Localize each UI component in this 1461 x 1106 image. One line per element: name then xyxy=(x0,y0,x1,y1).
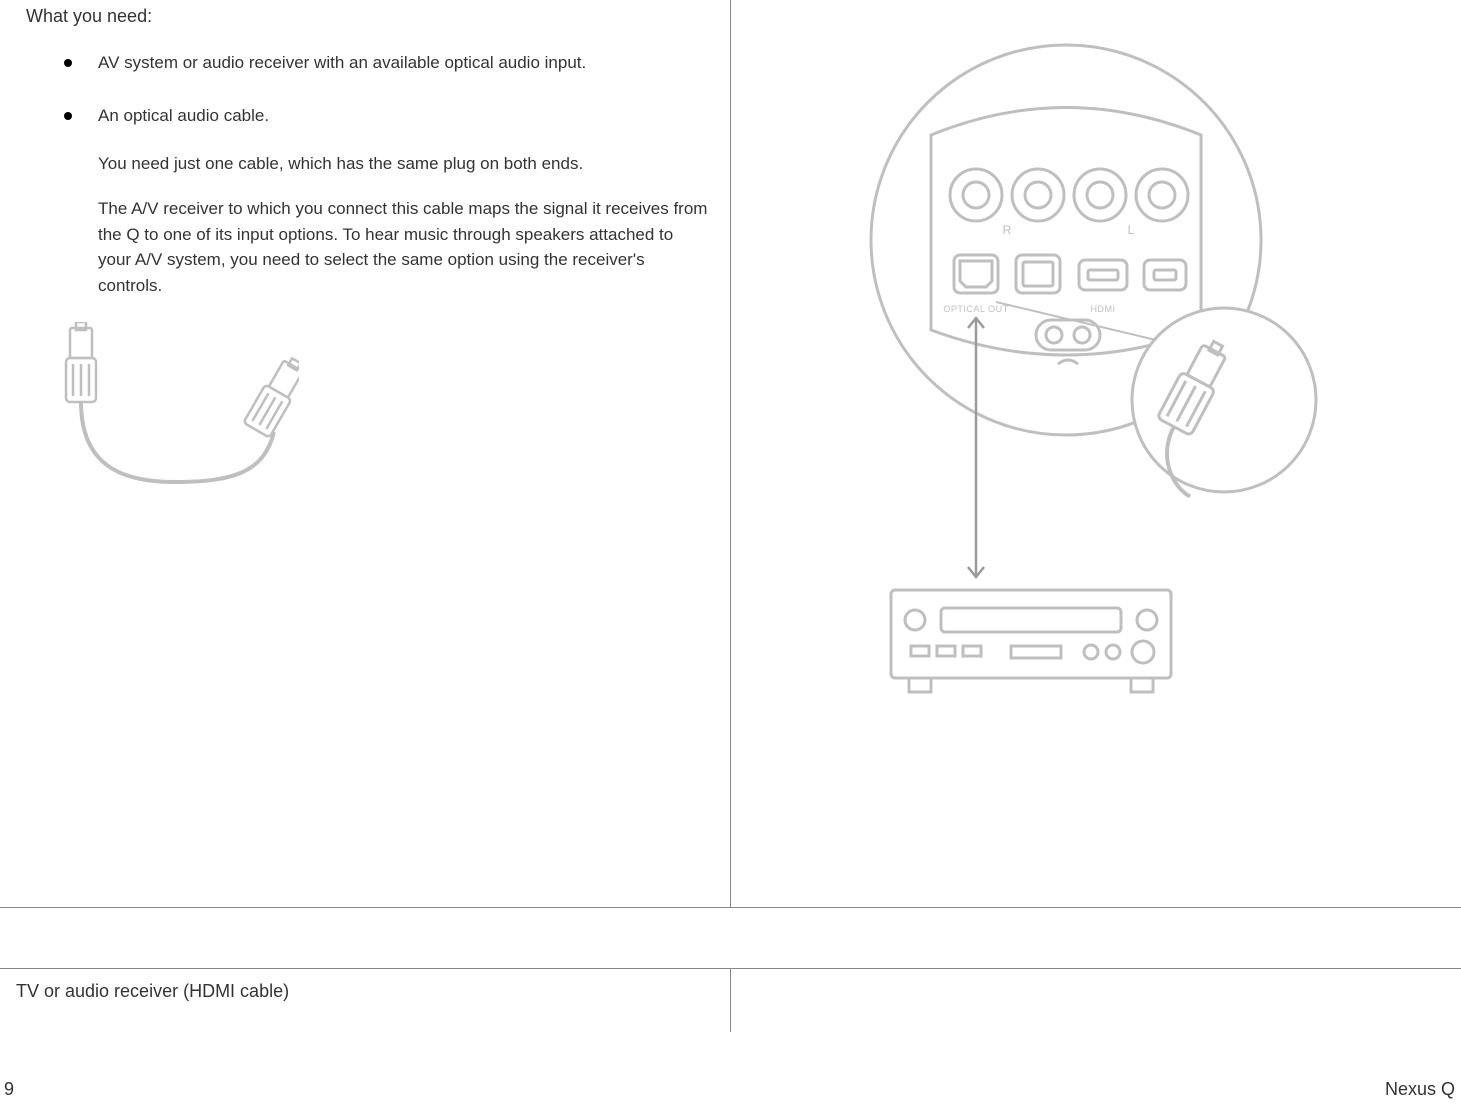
svg-text:HDMI: HDMI xyxy=(1090,304,1115,314)
svg-text:OPTICAL OUT: OPTICAL OUT xyxy=(943,304,1008,314)
optical-cable-illustration xyxy=(64,322,710,492)
next-section-title: TV or audio receiver (HDMI cable) xyxy=(0,969,731,1032)
list-item: An optical audio cable. You need just on… xyxy=(64,102,710,298)
sub-paragraph-1: You need just one cable, which has the s… xyxy=(98,151,710,177)
next-section-right-cell xyxy=(731,969,1461,1032)
doc-title: Nexus Q xyxy=(1385,1079,1455,1100)
next-section-row: TV or audio receiver (HDMI cable) xyxy=(0,968,1461,1032)
requirements-list: AV system or audio receiver with an avai… xyxy=(64,49,710,298)
list-item: AV system or audio receiver with an avai… xyxy=(64,49,710,78)
svg-text:R: R xyxy=(1002,223,1011,237)
left-column: What you need: AV system or audio receiv… xyxy=(0,0,731,907)
device-connection-illustration: R L OPTICAL OUT HDMI xyxy=(836,20,1356,760)
bullet-text-2: An optical audio cable. xyxy=(98,106,269,125)
svg-text:L: L xyxy=(1127,223,1134,237)
sub-paragraph-2: The A/V receiver to which you connect th… xyxy=(98,196,710,298)
what-you-need-heading: What you need: xyxy=(26,6,710,27)
page-footer: 9 Nexus Q xyxy=(4,1079,1455,1100)
page-number: 9 xyxy=(4,1079,14,1100)
main-content-row: What you need: AV system or audio receiv… xyxy=(0,0,1461,908)
bullet-text-1: AV system or audio receiver with an avai… xyxy=(98,53,586,72)
right-column: R L OPTICAL OUT HDMI xyxy=(731,0,1461,907)
